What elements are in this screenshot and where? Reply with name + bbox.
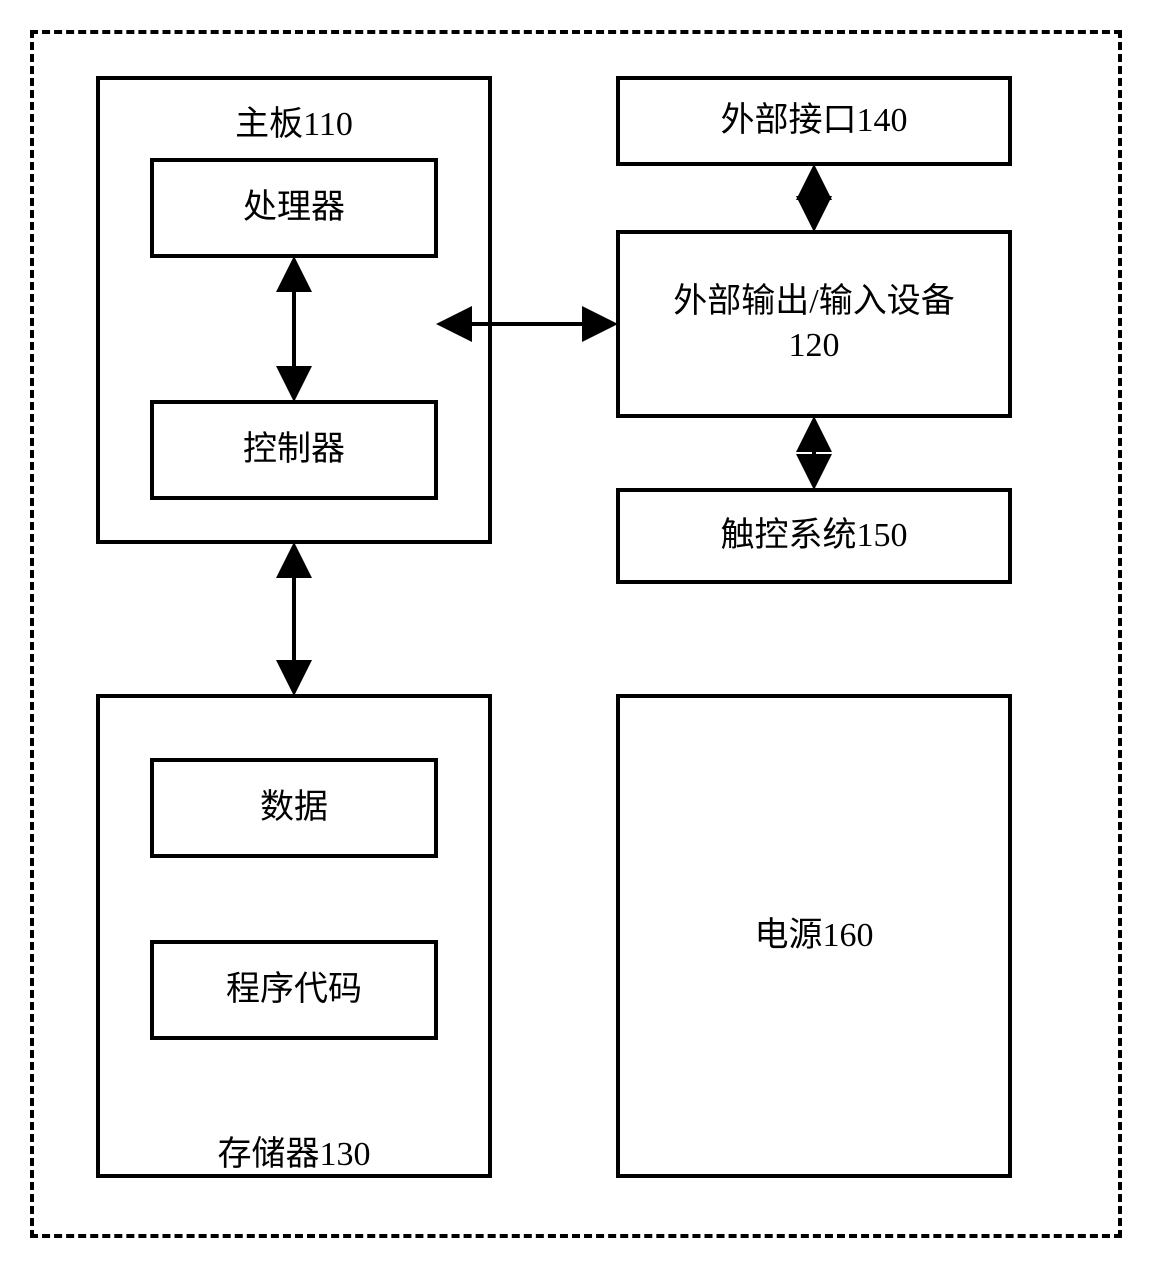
diagram-canvas: 主板110 处理器 控制器 外部接口140 外部输出/输入设备 120 触控系统…: [0, 0, 1152, 1270]
edge-layer: [0, 0, 1152, 1270]
